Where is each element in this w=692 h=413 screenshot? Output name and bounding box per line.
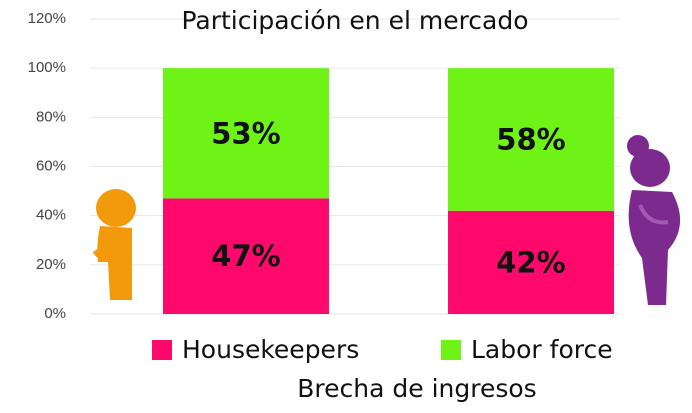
male-icon — [92, 189, 136, 300]
legend-label: Housekeepers — [182, 335, 359, 364]
pregnant-woman-icon — [627, 135, 681, 305]
chart-title: Participación en el mercado — [181, 6, 528, 35]
bar-segment — [448, 210, 614, 314]
data-label: 58% — [496, 122, 565, 156]
y-tick-label: 20% — [36, 256, 66, 273]
legend-label: Labor force — [471, 335, 613, 364]
y-tick-label: 40% — [36, 207, 66, 224]
data-label: 42% — [496, 245, 565, 279]
legend-swatch — [152, 340, 172, 360]
y-tick-label: 0% — [44, 305, 66, 322]
y-tick-label: 80% — [36, 108, 66, 125]
y-tick-label: 120% — [28, 10, 66, 27]
y-tick-label: 100% — [28, 59, 66, 76]
bar-segment — [163, 68, 329, 199]
legend-swatch — [441, 340, 461, 360]
bar-segment — [163, 198, 329, 314]
x-axis-label: Brecha de ingresos — [297, 374, 536, 403]
data-label: 47% — [211, 239, 280, 273]
bar-segment — [448, 68, 614, 211]
data-label: 53% — [211, 116, 280, 150]
y-tick-label: 60% — [36, 157, 66, 174]
